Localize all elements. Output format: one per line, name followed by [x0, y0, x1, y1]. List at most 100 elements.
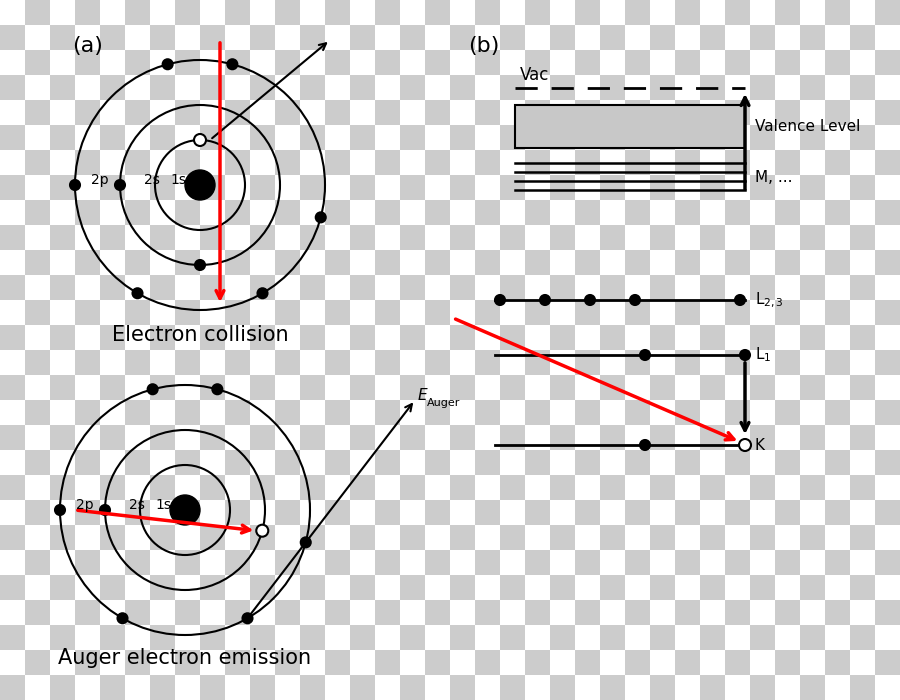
Bar	[750, 50, 775, 75]
Bar	[650, 625, 675, 650]
Bar	[750, 400, 775, 425]
Bar	[50, 475, 75, 500]
Bar	[700, 300, 725, 325]
Bar	[775, 125, 800, 150]
Bar	[425, 175, 450, 200]
Text: L$_1$: L$_1$	[755, 346, 771, 364]
Bar	[175, 50, 200, 75]
Circle shape	[630, 295, 640, 305]
Bar	[525, 400, 550, 425]
Bar	[200, 225, 225, 250]
Bar	[650, 200, 675, 225]
Bar	[725, 375, 750, 400]
Bar	[325, 100, 350, 125]
Bar	[75, 150, 100, 175]
Bar	[800, 575, 825, 600]
Bar	[825, 25, 850, 50]
Bar	[175, 375, 200, 400]
Bar	[525, 250, 550, 275]
Bar	[450, 300, 475, 325]
Bar	[500, 0, 525, 25]
Bar	[200, 375, 225, 400]
Bar	[850, 125, 875, 150]
Bar	[550, 175, 575, 200]
Bar	[750, 475, 775, 500]
Bar	[200, 625, 225, 650]
Bar	[50, 0, 75, 25]
Bar	[400, 500, 425, 525]
Bar	[725, 150, 750, 175]
Bar	[25, 50, 50, 75]
Bar	[575, 250, 600, 275]
Circle shape	[301, 538, 310, 547]
Bar	[375, 325, 400, 350]
Bar	[225, 225, 250, 250]
Bar	[525, 25, 550, 50]
Circle shape	[212, 384, 222, 394]
Bar	[25, 25, 50, 50]
Bar	[0, 300, 25, 325]
Bar	[625, 675, 650, 700]
Bar	[375, 450, 400, 475]
Bar	[0, 150, 25, 175]
Bar	[500, 350, 525, 375]
Bar	[575, 275, 600, 300]
Bar	[50, 225, 75, 250]
Bar	[450, 250, 475, 275]
Bar	[525, 475, 550, 500]
Bar	[525, 150, 550, 175]
Bar	[250, 375, 275, 400]
Bar	[725, 425, 750, 450]
Bar	[275, 450, 300, 475]
Bar	[625, 100, 650, 125]
Bar	[325, 175, 350, 200]
Bar	[750, 575, 775, 600]
Bar	[300, 600, 325, 625]
Bar	[475, 575, 500, 600]
Bar	[575, 600, 600, 625]
Bar	[275, 625, 300, 650]
Bar	[25, 200, 50, 225]
Bar	[525, 225, 550, 250]
Bar	[550, 550, 575, 575]
Bar	[775, 325, 800, 350]
Bar	[400, 225, 425, 250]
Bar	[825, 425, 850, 450]
Bar	[875, 500, 900, 525]
Bar	[100, 25, 125, 50]
Bar	[825, 575, 850, 600]
Bar	[800, 125, 825, 150]
Bar	[825, 175, 850, 200]
Bar	[475, 525, 500, 550]
Bar	[750, 250, 775, 275]
Bar	[50, 350, 75, 375]
Bar	[625, 575, 650, 600]
Bar	[150, 25, 175, 50]
Bar	[525, 125, 550, 150]
Bar	[100, 225, 125, 250]
Bar	[625, 375, 650, 400]
Bar	[750, 450, 775, 475]
Bar	[500, 175, 525, 200]
Bar	[325, 325, 350, 350]
Bar	[525, 350, 550, 375]
Bar	[725, 200, 750, 225]
Bar	[750, 650, 775, 675]
Bar	[875, 125, 900, 150]
Bar	[75, 125, 100, 150]
Bar	[400, 75, 425, 100]
Bar	[725, 225, 750, 250]
Bar	[475, 225, 500, 250]
Bar	[525, 525, 550, 550]
Bar	[0, 225, 25, 250]
Bar	[75, 175, 100, 200]
Bar	[425, 75, 450, 100]
Bar	[475, 50, 500, 75]
Bar	[275, 575, 300, 600]
Bar	[250, 400, 275, 425]
Bar	[675, 225, 700, 250]
Bar	[500, 225, 525, 250]
Bar	[50, 625, 75, 650]
Bar	[550, 450, 575, 475]
Text: 2s: 2s	[144, 173, 160, 187]
